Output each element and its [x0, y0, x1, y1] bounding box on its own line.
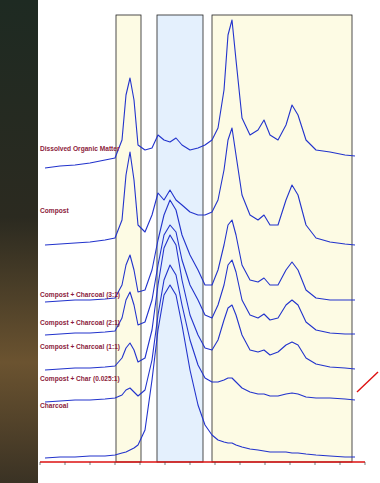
x-tick — [190, 462, 191, 465]
traces — [45, 20, 355, 458]
series-label: Compost + Charcoal (1:1) — [40, 343, 120, 351]
series-label: Compost + Charcoal (2:1) — [40, 319, 120, 327]
pointer — [357, 372, 378, 392]
x-tick — [340, 462, 341, 465]
series-label: Charcoal — [40, 402, 68, 409]
series-label: Compost + Charcoal (3:1) — [40, 291, 120, 299]
x-tick — [240, 462, 241, 465]
series-label: Compost + Char (0.025:1) — [40, 375, 120, 383]
x-tick — [315, 462, 316, 465]
series-label: Compost — [40, 207, 69, 215]
x-tick — [265, 462, 266, 465]
spectrum-line — [45, 285, 355, 458]
spectrum-line — [45, 200, 355, 302]
x-tick — [165, 462, 166, 465]
x-tick — [65, 462, 66, 465]
x-tick — [290, 462, 291, 465]
x-tick — [40, 462, 41, 465]
background-strip — [0, 0, 38, 483]
x-tick — [365, 462, 366, 465]
x-tick — [215, 462, 216, 465]
x-tick — [140, 462, 141, 465]
x-tick — [90, 462, 91, 465]
x-tick — [115, 462, 116, 465]
chart: Dissolved Organic Matter Compost Compost +… — [0, 0, 380, 483]
panel — [38, 0, 380, 483]
x-axis — [40, 461, 365, 463]
series-label: Dissolved Organic Matter — [40, 145, 120, 153]
